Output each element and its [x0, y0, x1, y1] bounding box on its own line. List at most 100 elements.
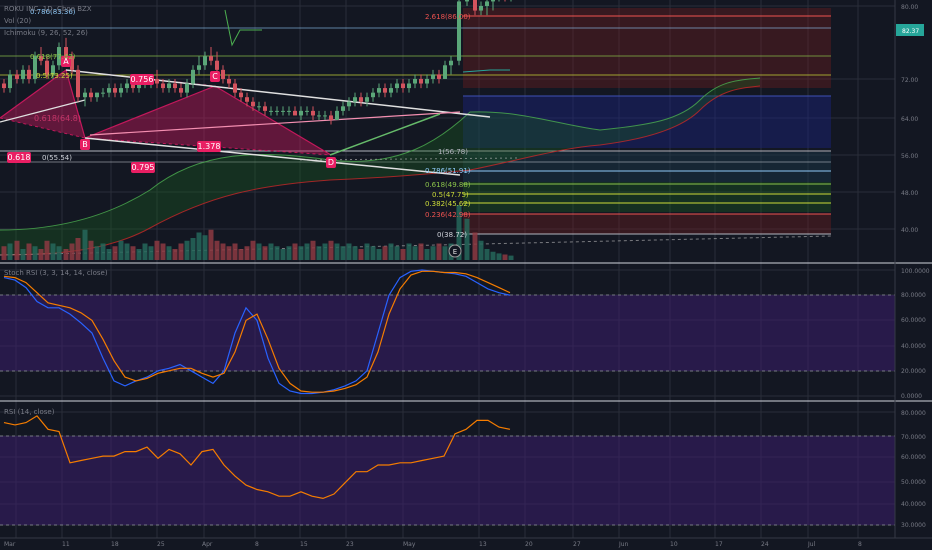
candle-body[interactable] [335, 110, 339, 120]
candle-body[interactable] [377, 88, 381, 93]
candle-body[interactable] [457, 1, 461, 61]
candle-body[interactable] [15, 74, 19, 79]
candle-body[interactable] [125, 83, 129, 89]
candle-body[interactable] [437, 74, 441, 79]
candle-body[interactable] [395, 83, 399, 89]
candle-body[interactable] [353, 97, 357, 102]
rsi-panel[interactable] [0, 415, 895, 526]
volume-bar [346, 243, 352, 260]
candle-body[interactable] [263, 106, 267, 111]
candle-body[interactable] [215, 60, 219, 70]
candle-body[interactable] [173, 83, 177, 89]
candle-body[interactable] [155, 78, 159, 84]
candle-body[interactable] [287, 110, 291, 112]
candle-body[interactable] [239, 92, 243, 98]
earnings-marker[interactable]: E [448, 244, 462, 258]
candle-body[interactable] [293, 110, 297, 116]
candle-body[interactable] [371, 92, 375, 98]
candle-body[interactable] [33, 56, 37, 79]
candle-body[interactable] [251, 101, 255, 107]
candle-body[interactable] [167, 83, 171, 89]
candle-body[interactable] [425, 78, 429, 84]
candle-body[interactable] [161, 83, 165, 89]
candle-body[interactable] [76, 69, 80, 98]
time-axis[interactable]: Mar 11 18 25 Apr 8 15 23 May 13 20 27 Ju… [4, 541, 862, 548]
candle-body[interactable] [2, 83, 6, 89]
candle-body[interactable] [209, 56, 213, 61]
candle-body[interactable] [70, 56, 74, 70]
candle-body[interactable] [473, 0, 477, 11]
candle-body[interactable] [311, 110, 315, 116]
candle-body[interactable] [341, 106, 345, 111]
candle-body[interactable] [305, 110, 309, 112]
candle-body[interactable] [431, 74, 435, 79]
candle-body[interactable] [51, 65, 55, 75]
candle-body[interactable] [413, 78, 417, 84]
candle-body[interactable] [281, 110, 285, 112]
candle-body[interactable] [465, 0, 469, 2]
candle-body[interactable] [449, 60, 453, 66]
candle-body[interactable] [64, 47, 68, 57]
candle-body[interactable] [203, 56, 207, 66]
candle-body[interactable] [107, 88, 111, 93]
candle-body[interactable] [317, 115, 321, 117]
candle-body[interactable] [257, 106, 261, 108]
candle-body[interactable] [179, 88, 183, 93]
volume-bar [172, 249, 178, 260]
candle-body[interactable] [27, 69, 31, 79]
candle-body[interactable] [323, 115, 327, 117]
stoch-rsi-panel[interactable] [0, 269, 895, 395]
candle-body[interactable] [407, 83, 411, 89]
candle-body[interactable] [347, 101, 351, 107]
candle-body[interactable] [365, 97, 369, 102]
fib-label-0236-lower: 0.236(42.98) [425, 211, 471, 219]
candle-body[interactable] [8, 74, 12, 89]
candle-body[interactable] [269, 110, 273, 112]
candle-body[interactable] [245, 97, 249, 102]
harmonic-pattern[interactable] [0, 69, 332, 156]
candle-body[interactable] [119, 88, 123, 93]
candle-body[interactable] [485, 1, 489, 6]
candle-body[interactable] [191, 69, 195, 84]
candle-body[interactable] [443, 65, 447, 79]
candle-body[interactable] [197, 65, 201, 70]
candle-body[interactable] [57, 47, 61, 66]
candle-body[interactable] [401, 83, 405, 89]
candle-body[interactable] [83, 92, 87, 98]
candle-body[interactable] [419, 78, 423, 84]
volume-bar [502, 254, 508, 260]
candle-body[interactable] [185, 83, 189, 93]
candle-body[interactable] [383, 88, 387, 93]
time-tick: 8 [858, 541, 862, 548]
candle-body[interactable] [389, 88, 393, 93]
candle-body[interactable] [275, 110, 279, 112]
candle-body[interactable] [101, 92, 105, 94]
candle-body[interactable] [39, 56, 43, 61]
rsi-axis[interactable]: 80.0000 70.0000 60.0000 50.0000 40.0000 … [901, 410, 926, 529]
candle-body[interactable] [137, 83, 141, 89]
time-tick: May [403, 541, 416, 548]
candle-body[interactable] [491, 0, 495, 2]
volume-bar [160, 243, 166, 260]
candle-body[interactable] [479, 6, 483, 11]
stoch-axis[interactable]: 100.0000 80.0000 60.0000 40.0000 20.0000… [901, 268, 930, 400]
candle-body[interactable] [21, 69, 25, 79]
candle-body[interactable] [299, 110, 303, 116]
candle-body[interactable] [329, 115, 333, 120]
study-legends[interactable]: ROKU INC, 1D, Cboe BZX Vol (20) Ichimoku… [4, 5, 108, 416]
candle-body[interactable] [221, 69, 225, 79]
candle-body[interactable] [359, 97, 363, 102]
volume-bar [136, 249, 142, 260]
candle-body[interactable] [131, 83, 135, 89]
candle-body[interactable] [95, 92, 99, 98]
candle-body[interactable] [227, 78, 231, 84]
candle-body[interactable] [113, 88, 117, 93]
volume-bar [352, 246, 358, 260]
candle-body[interactable] [45, 60, 49, 75]
candle-body[interactable] [233, 83, 237, 93]
candle-body[interactable] [89, 92, 93, 98]
price-panel[interactable]: A B C D 0.756 1.378 0.795 0.618 0.618(64… [0, 0, 832, 260]
price-axis[interactable]: 80.00 72.00 64.00 56.00 48.00 40.00 82.3… [896, 4, 924, 234]
stoch-k-line [3, 269, 511, 395]
